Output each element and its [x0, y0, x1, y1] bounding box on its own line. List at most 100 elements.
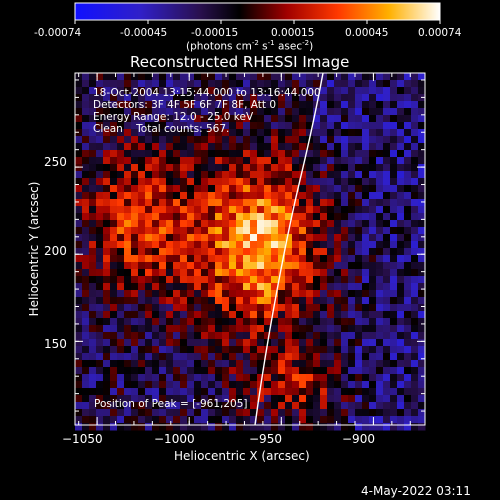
heatmap-cell	[110, 269, 118, 277]
heatmap-cell	[278, 269, 286, 277]
heatmap-cell	[257, 80, 265, 88]
heatmap-cell	[292, 367, 300, 375]
heatmap-cell	[313, 339, 321, 347]
heatmap-cell	[103, 416, 111, 424]
heatmap-cell	[89, 353, 97, 361]
heatmap-cell	[306, 388, 314, 396]
heatmap-cell	[117, 325, 125, 333]
heatmap-cell	[250, 395, 258, 403]
heatmap-cell	[75, 311, 83, 319]
heatmap-cell	[96, 297, 104, 305]
heatmap-cell	[292, 227, 300, 235]
heatmap-cell	[89, 213, 97, 221]
heatmap-cell	[138, 101, 146, 109]
heatmap-cell	[264, 297, 272, 305]
heatmap-cell	[327, 388, 335, 396]
heatmap-cell	[348, 185, 356, 193]
heatmap-cell	[180, 402, 188, 410]
heatmap-cell	[96, 164, 104, 172]
heatmap-cell	[89, 325, 97, 333]
heatmap-cell	[376, 409, 384, 417]
heatmap-cell	[117, 73, 125, 81]
heatmap-cell	[166, 143, 174, 151]
heatmap-cell	[362, 220, 370, 228]
heatmap-cell	[89, 115, 97, 123]
heatmap-cell	[257, 416, 265, 424]
heatmap-cell	[397, 276, 405, 284]
heatmap-cell	[145, 332, 153, 340]
heatmap-cell	[404, 248, 412, 256]
heatmap-cell	[236, 213, 244, 221]
heatmap-cell	[327, 129, 335, 137]
heatmap-cell	[390, 360, 398, 368]
heatmap-cell	[250, 80, 258, 88]
heatmap-cell	[313, 290, 321, 298]
heatmap-cell	[117, 234, 125, 242]
heatmap-cell	[180, 171, 188, 179]
heatmap-cell	[201, 409, 209, 417]
heatmap-cell	[159, 339, 167, 347]
heatmap-cell	[110, 164, 118, 172]
heatmap-cell	[383, 388, 391, 396]
heatmap-cell	[117, 374, 125, 382]
heatmap-cell	[222, 234, 230, 242]
heatmap-cell	[215, 157, 223, 165]
heatmap-cell	[320, 150, 328, 158]
heatmap-cell	[257, 241, 265, 249]
heatmap-cell	[348, 101, 356, 109]
heatmap-cell	[236, 150, 244, 158]
heatmap-cell	[390, 367, 398, 375]
heatmap-cell	[278, 290, 286, 298]
heatmap-cell	[383, 108, 391, 116]
heatmap-cell	[390, 94, 398, 102]
heatmap-cell	[131, 283, 139, 291]
heatmap-cell	[369, 381, 377, 389]
heatmap-cell	[348, 157, 356, 165]
heatmap-cell	[243, 332, 251, 340]
heatmap-cell	[341, 80, 349, 88]
heatmap-cell	[166, 262, 174, 270]
heatmap-cell	[397, 409, 405, 417]
heatmap-cell	[285, 304, 293, 312]
heatmap-cell	[292, 206, 300, 214]
heatmap-cell	[194, 192, 202, 200]
heatmap-cell	[243, 311, 251, 319]
heatmap-cell	[110, 220, 118, 228]
heatmap-cell	[313, 73, 321, 81]
x-axis-label: Heliocentric X (arcsec)	[174, 449, 310, 463]
heatmap-cell	[208, 269, 216, 277]
heatmap-cell	[229, 171, 237, 179]
heatmap-cell	[404, 199, 412, 207]
heatmap-cell	[215, 381, 223, 389]
heatmap-cell	[152, 409, 160, 417]
heatmap-cell	[264, 262, 272, 270]
heatmap-cell	[257, 87, 265, 95]
heatmap-cell	[320, 255, 328, 263]
heatmap-cell	[334, 276, 342, 284]
heatmap-cell	[236, 283, 244, 291]
heatmap-cell	[82, 388, 90, 396]
heatmap-cell	[110, 325, 118, 333]
heatmap-cell	[355, 318, 363, 326]
heatmap-cell	[355, 87, 363, 95]
heatmap-cell	[306, 255, 314, 263]
heatmap-cell	[187, 381, 195, 389]
heatmap-cell	[355, 213, 363, 221]
heatmap-cell	[75, 185, 83, 193]
heatmap-cell	[229, 395, 237, 403]
heatmap-cell	[110, 227, 118, 235]
heatmap-cell	[264, 360, 272, 368]
heatmap-cell	[306, 367, 314, 375]
heatmap-cell	[187, 206, 195, 214]
heatmap-cell	[292, 122, 300, 130]
heatmap-cell	[194, 122, 202, 130]
heatmap-cell	[208, 367, 216, 375]
heatmap-cell	[229, 115, 237, 123]
heatmap-cell	[362, 409, 370, 417]
heatmap-cell	[124, 304, 132, 312]
heatmap-cell	[327, 227, 335, 235]
heatmap-cell	[383, 136, 391, 144]
heatmap-cell	[201, 157, 209, 165]
heatmap-cell	[404, 143, 412, 151]
